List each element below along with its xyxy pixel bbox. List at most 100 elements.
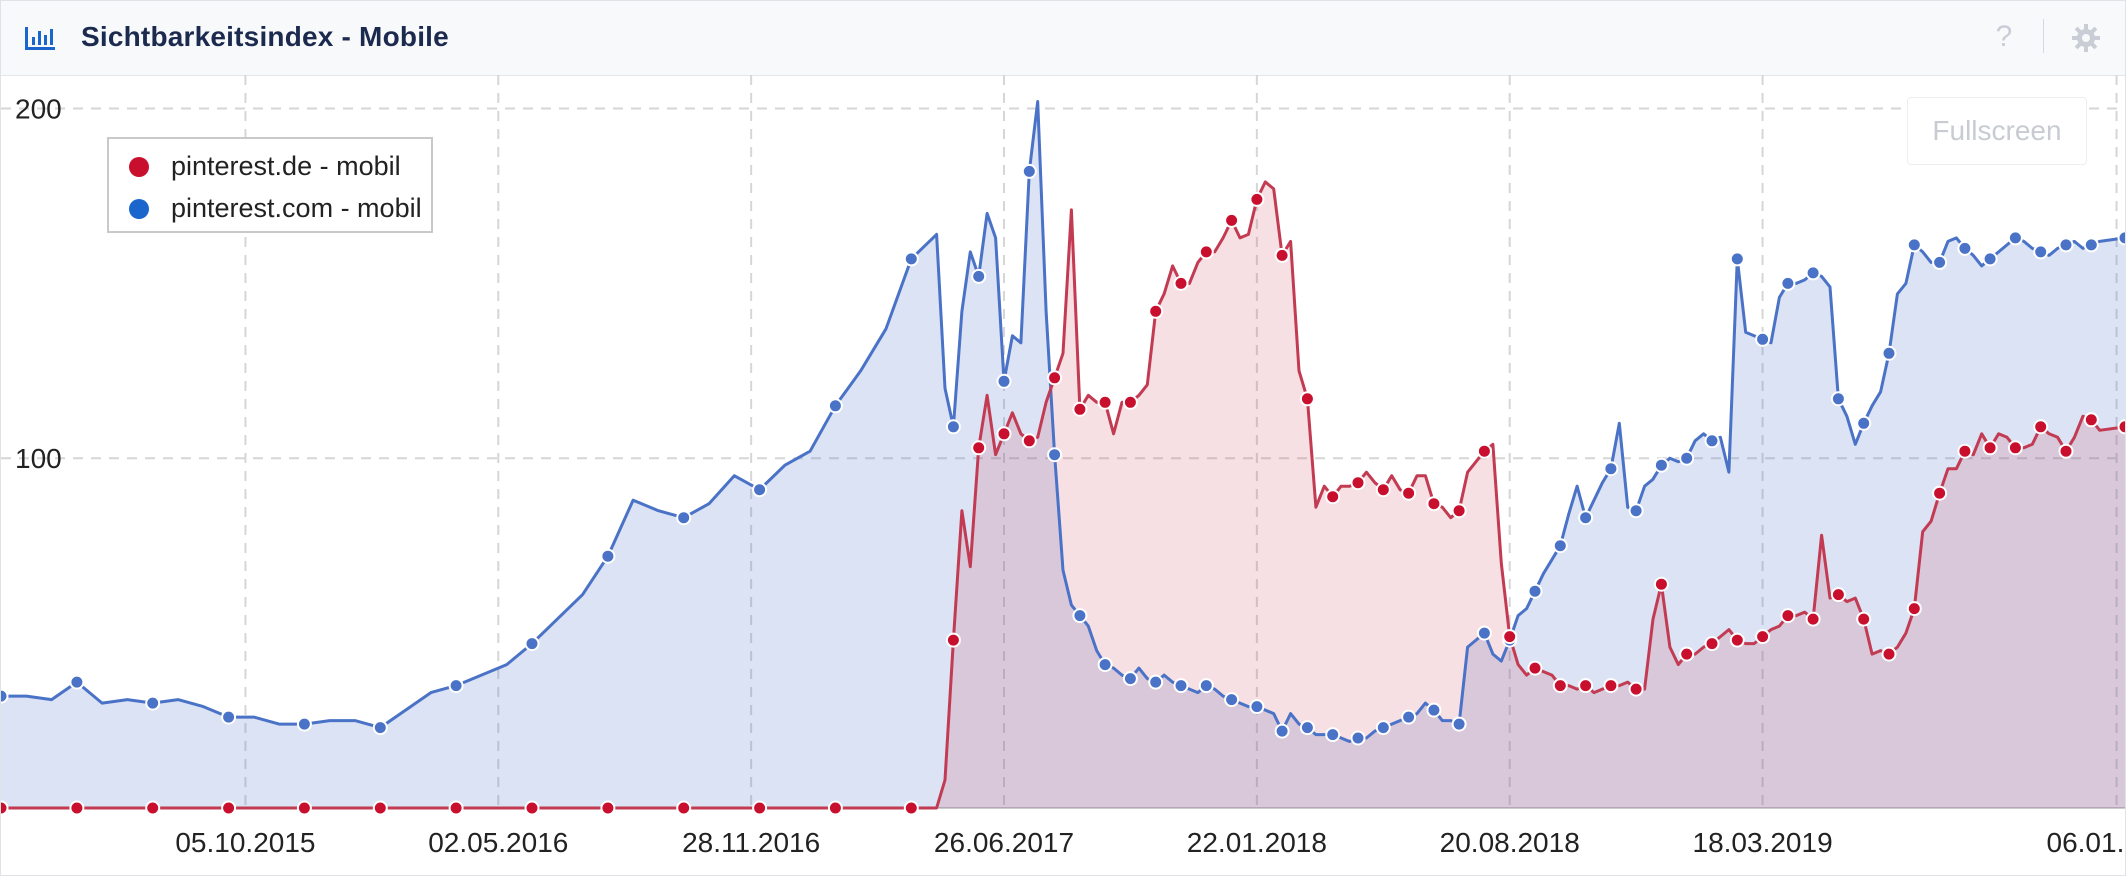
data-point-com[interactable] (1249, 699, 1265, 715)
data-point-de[interactable] (752, 800, 768, 816)
data-point-de[interactable] (1805, 611, 1821, 627)
data-point-com[interactable] (2083, 237, 2099, 253)
data-point-de[interactable] (1729, 632, 1745, 648)
data-point-com[interactable] (1527, 583, 1543, 599)
data-point-com[interactable] (1173, 678, 1189, 694)
data-point-com[interactable] (1830, 391, 1846, 407)
data-point-com[interactable] (2058, 237, 2074, 253)
data-point-de[interactable] (676, 800, 692, 816)
data-point-com[interactable] (996, 373, 1012, 389)
data-point-de[interactable] (1755, 629, 1771, 645)
data-point-de[interactable] (1830, 587, 1846, 603)
data-point-com[interactable] (971, 268, 987, 284)
data-point-com[interactable] (1198, 678, 1214, 694)
data-point-com[interactable] (1476, 625, 1492, 641)
data-point-de[interactable] (1299, 391, 1315, 407)
data-point-com[interactable] (69, 674, 85, 690)
data-point-com[interactable] (1122, 671, 1138, 687)
data-point-com[interactable] (2117, 230, 2126, 246)
data-point-com[interactable] (1780, 275, 1796, 291)
data-point-de[interactable] (1097, 394, 1113, 410)
data-point-com[interactable] (1653, 457, 1669, 473)
data-point-de[interactable] (1173, 275, 1189, 291)
data-point-de[interactable] (1653, 576, 1669, 592)
data-point-com[interactable] (1047, 447, 1063, 463)
data-point-de[interactable] (1856, 611, 1872, 627)
data-point-de[interactable] (1603, 678, 1619, 694)
data-point-com[interactable] (1350, 730, 1366, 746)
data-point-de[interactable] (1957, 443, 1973, 459)
data-point-com[interactable] (1097, 657, 1113, 673)
data-point-de[interactable] (1476, 443, 1492, 459)
data-point-com[interactable] (1224, 692, 1240, 708)
data-point-com[interactable] (1603, 461, 1619, 477)
legend-item-pinterest-de[interactable]: pinterest.de - mobil (121, 147, 431, 187)
data-point-com[interactable] (1957, 240, 1973, 256)
data-point-com[interactable] (372, 720, 388, 736)
data-point-de[interactable] (1, 800, 9, 816)
data-point-com[interactable] (448, 678, 464, 694)
data-point-de[interactable] (448, 800, 464, 816)
data-point-com[interactable] (1906, 237, 1922, 253)
data-point-de[interactable] (1375, 482, 1391, 498)
data-point-com[interactable] (1704, 433, 1720, 449)
data-point-de[interactable] (1426, 496, 1442, 512)
data-point-de[interactable] (221, 800, 237, 816)
data-point-com[interactable] (1679, 450, 1695, 466)
data-point-de[interactable] (1704, 636, 1720, 652)
data-point-de[interactable] (69, 800, 85, 816)
data-point-de[interactable] (1906, 601, 1922, 617)
data-point-de[interactable] (1881, 646, 1897, 662)
data-point-com[interactable] (2007, 230, 2023, 246)
data-point-de[interactable] (945, 632, 961, 648)
data-point-de[interactable] (1780, 608, 1796, 624)
data-point-com[interactable] (1426, 702, 1442, 718)
data-point-de[interactable] (1198, 244, 1214, 260)
data-point-com[interactable] (945, 419, 961, 435)
data-point-com[interactable] (2033, 244, 2049, 260)
data-point-de[interactable] (1249, 191, 1265, 207)
data-point-com[interactable] (1982, 251, 1998, 267)
data-point-de[interactable] (1047, 370, 1063, 386)
data-point-de[interactable] (2083, 412, 2099, 428)
data-point-com[interactable] (1, 688, 9, 704)
data-point-com[interactable] (296, 716, 312, 732)
data-point-de[interactable] (2033, 419, 2049, 435)
data-point-de[interactable] (1072, 401, 1088, 417)
data-point-com[interactable] (1628, 503, 1644, 519)
data-point-de[interactable] (1552, 678, 1568, 694)
data-point-de[interactable] (1122, 394, 1138, 410)
data-point-com[interactable] (221, 709, 237, 725)
data-point-de[interactable] (1274, 247, 1290, 263)
data-point-com[interactable] (1755, 331, 1771, 347)
data-point-com[interactable] (1274, 723, 1290, 739)
data-point-com[interactable] (1401, 709, 1417, 725)
data-point-de[interactable] (1679, 646, 1695, 662)
data-point-com[interactable] (1325, 727, 1341, 743)
data-point-de[interactable] (1628, 681, 1644, 697)
data-point-de[interactable] (1527, 660, 1543, 676)
data-point-de[interactable] (2058, 443, 2074, 459)
data-point-de[interactable] (1502, 629, 1518, 645)
data-point-com[interactable] (524, 636, 540, 652)
data-point-com[interactable] (676, 510, 692, 526)
data-point-com[interactable] (1729, 251, 1745, 267)
data-point-com[interactable] (145, 695, 161, 711)
data-point-de[interactable] (2117, 419, 2126, 435)
help-icon[interactable]: ? (1995, 20, 2013, 53)
data-point-de[interactable] (1578, 678, 1594, 694)
data-point-com[interactable] (752, 482, 768, 498)
fullscreen-button[interactable]: Fullscreen (1907, 97, 2087, 165)
data-point-de[interactable] (996, 426, 1012, 442)
data-point-com[interactable] (903, 251, 919, 267)
data-point-de[interactable] (827, 800, 843, 816)
data-point-de[interactable] (971, 440, 987, 456)
data-point-com[interactable] (1375, 720, 1391, 736)
data-point-de[interactable] (524, 800, 540, 816)
data-point-de[interactable] (372, 800, 388, 816)
data-point-com[interactable] (1451, 716, 1467, 732)
data-point-com[interactable] (1932, 254, 1948, 270)
data-point-com[interactable] (1552, 538, 1568, 554)
data-point-com[interactable] (1021, 163, 1037, 179)
data-point-de[interactable] (600, 800, 616, 816)
